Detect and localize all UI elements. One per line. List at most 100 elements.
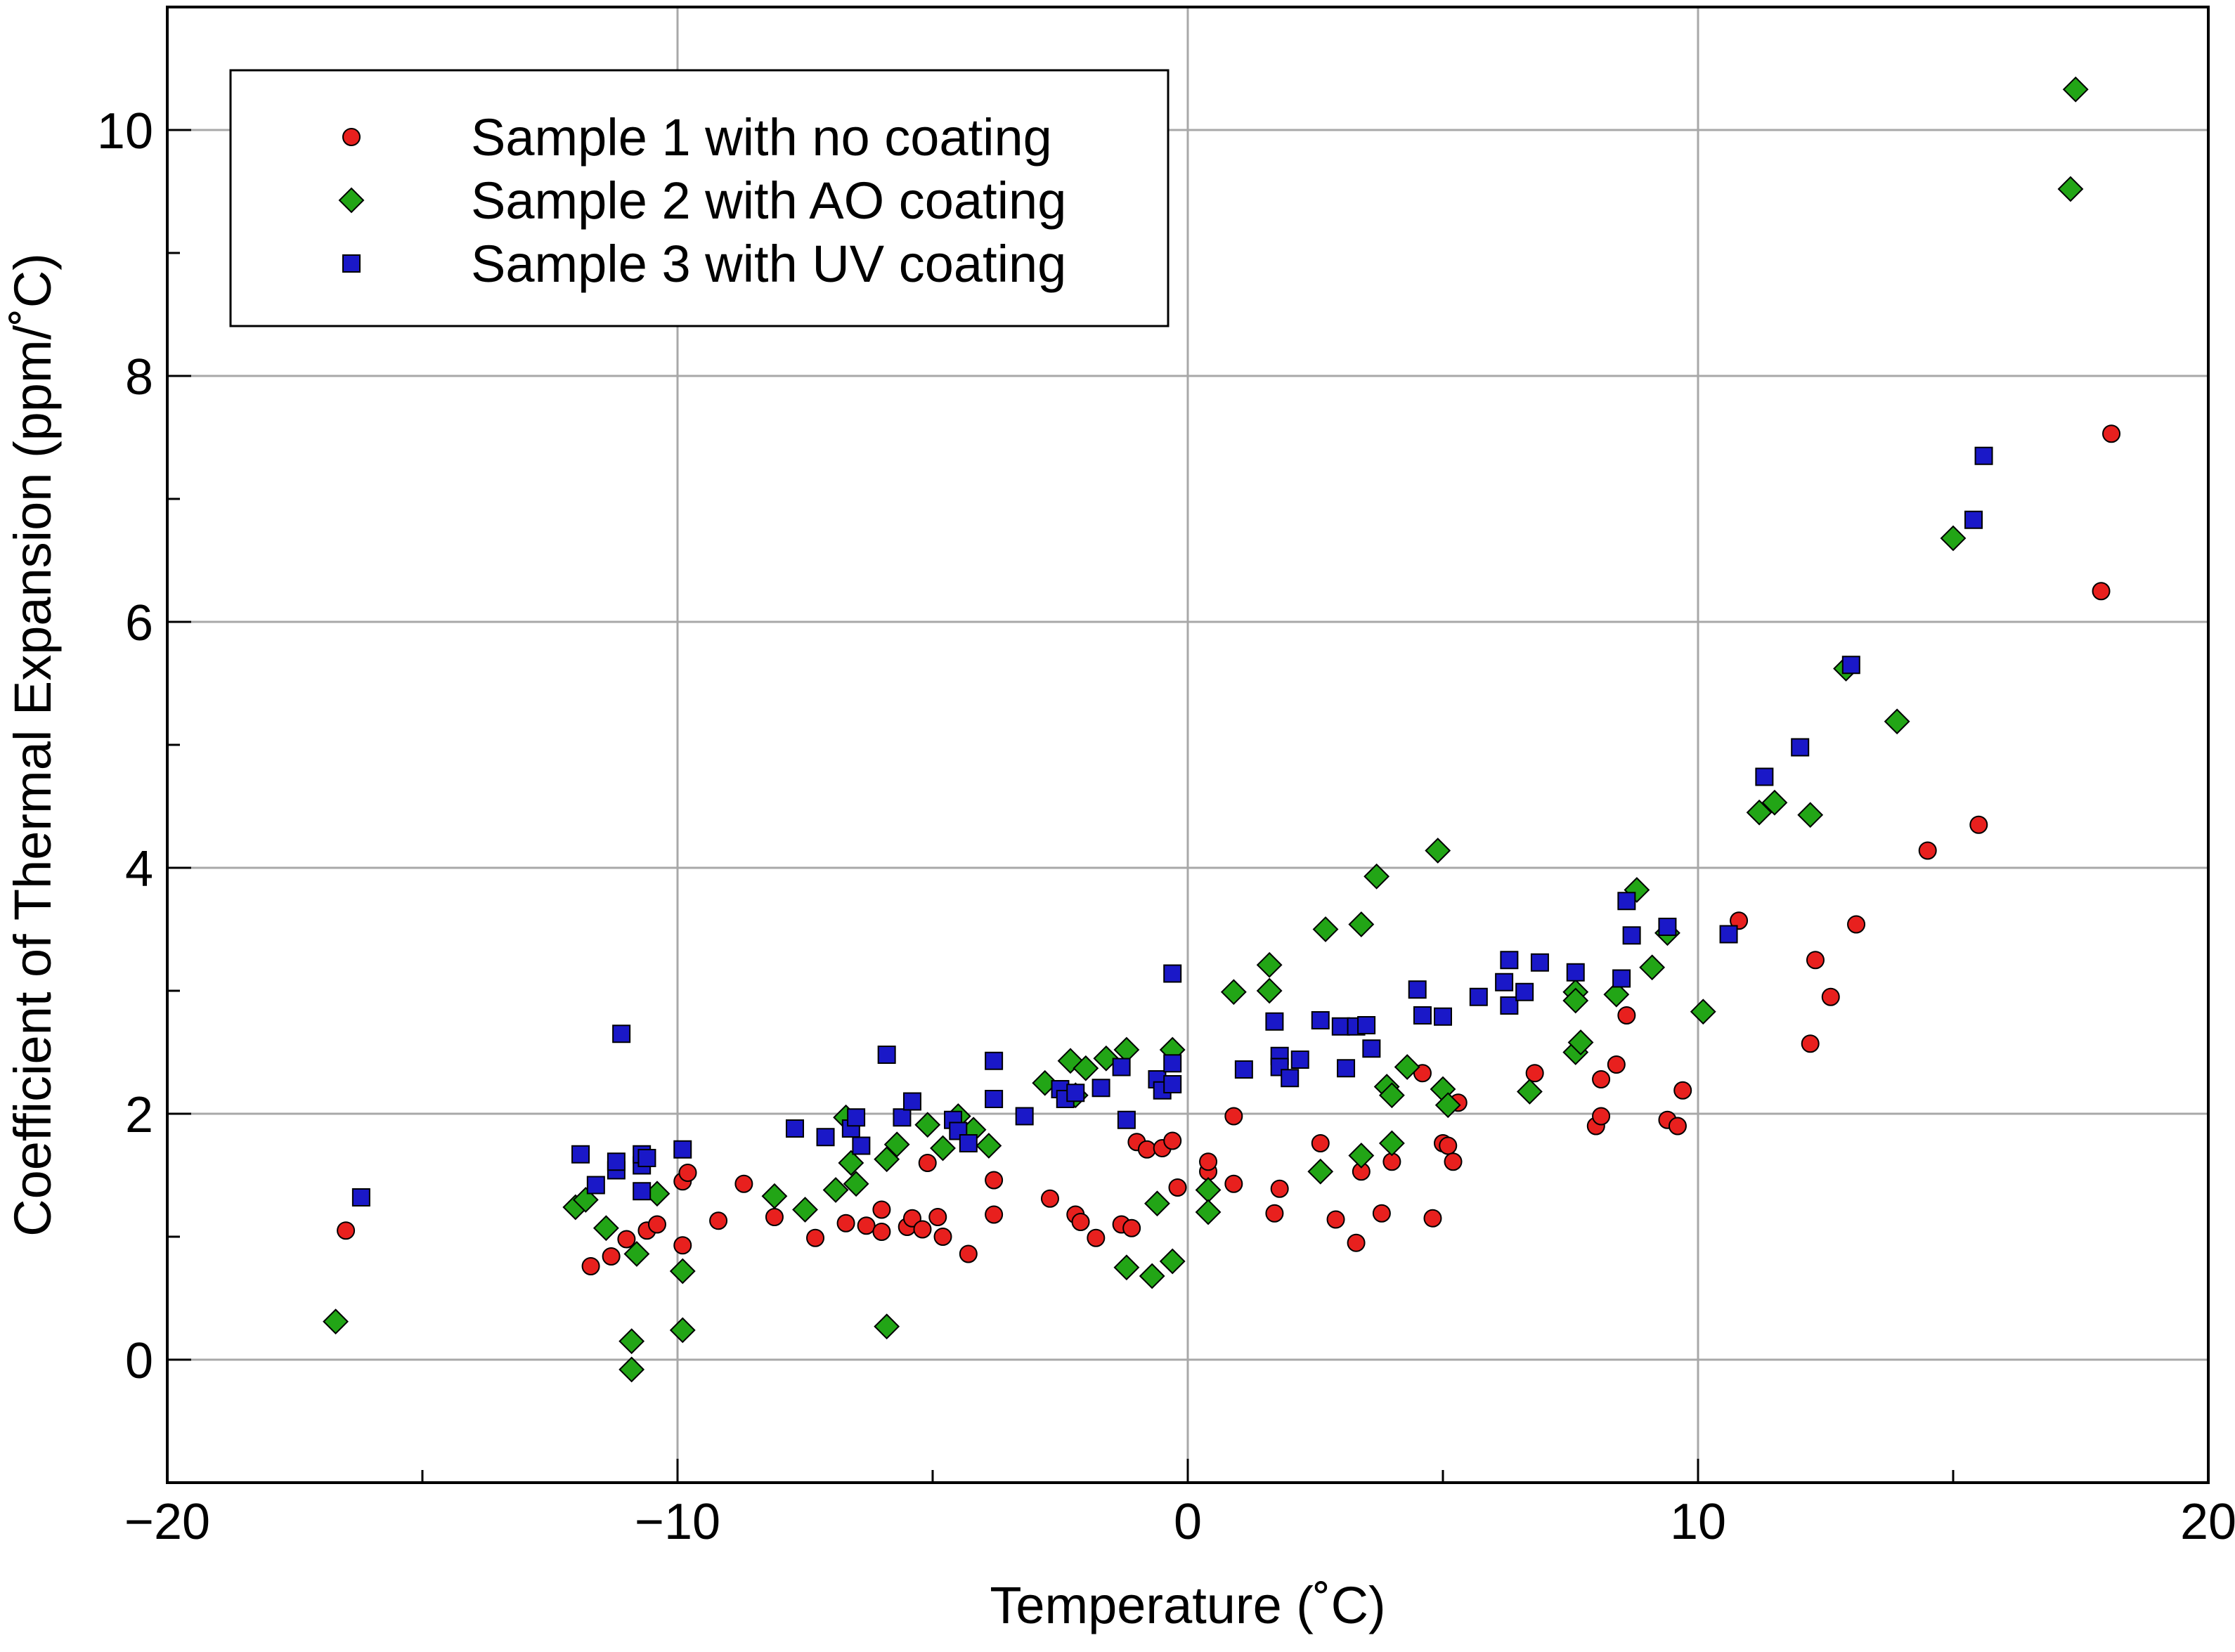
data-point-square — [1500, 951, 1519, 970]
data-point-circle — [913, 1220, 932, 1239]
y-tick-label: 0 — [125, 1333, 153, 1389]
data-point-diamond — [761, 1183, 788, 1209]
data-point-square — [1265, 1012, 1284, 1031]
data-point-diamond — [1032, 1069, 1058, 1096]
data-point-square — [1311, 1011, 1330, 1029]
data-point-circle — [709, 1211, 728, 1230]
data-point-circle — [933, 1228, 952, 1246]
data-point-diamond — [1746, 799, 1773, 826]
data-point-diamond — [1884, 708, 1910, 735]
data-point-diamond — [1256, 977, 1283, 1004]
data-point-diamond — [1220, 979, 1247, 1006]
data-point-circle — [918, 1154, 937, 1172]
data-point-square — [612, 1025, 631, 1043]
data-point-diamond — [1093, 1045, 1120, 1072]
data-point-square — [1500, 996, 1519, 1015]
data-point-circle — [734, 1174, 753, 1193]
data-point-square — [959, 1134, 978, 1152]
data-point-square — [1841, 656, 1860, 675]
data-point-diamond — [1517, 1079, 1543, 1105]
data-point-circle — [1122, 1218, 1141, 1237]
data-point-square — [1617, 892, 1636, 911]
data-point-square — [586, 1176, 605, 1195]
data-point-diamond — [1144, 1190, 1170, 1217]
data-point-square — [1658, 918, 1677, 936]
data-point-square — [1755, 767, 1774, 786]
x-tick-label: 10 — [1670, 1494, 1726, 1550]
data-point-circle — [1199, 1152, 1218, 1171]
data-point-diamond — [822, 1177, 849, 1203]
data-point-diamond — [874, 1146, 900, 1173]
data-point-diamond — [1761, 789, 1788, 816]
y-tick-label: 10 — [97, 103, 153, 160]
data-point-circle — [985, 1205, 1004, 1224]
data-point-circle — [1439, 1136, 1458, 1155]
data-point-square — [1495, 973, 1514, 991]
x-tick-label: 20 — [2180, 1494, 2235, 1550]
data-point-square — [1281, 1069, 1300, 1088]
data-point-circle — [1969, 815, 1988, 834]
data-point-diamond — [669, 1258, 696, 1284]
data-point-diamond — [2062, 76, 2089, 103]
tick-labels: −20 −10 0 10 20 0 2 4 6 8 10 — [97, 103, 2235, 1550]
legend-label: Sample 3 with UV coating — [471, 235, 1066, 293]
data-point-diamond — [1603, 981, 1630, 1008]
legend-label: Sample 2 with AO coating — [471, 171, 1066, 230]
data-point-diamond — [1363, 863, 1390, 890]
data-point-square — [902, 1092, 921, 1111]
data-point-diamond — [623, 1241, 650, 1267]
data-point-diamond — [618, 1356, 645, 1383]
data-point-circle — [806, 1228, 825, 1247]
data-point-square — [1408, 980, 1427, 999]
data-point-circle — [2092, 582, 2111, 601]
data-point-circle — [1444, 1152, 1463, 1171]
legend-marker-circle — [342, 128, 361, 146]
data-point-diamond — [1378, 1082, 1405, 1109]
series-3 — [351, 446, 1993, 1207]
data-point-circle — [872, 1223, 891, 1241]
data-point-square — [1163, 1075, 1182, 1093]
legend-marker-square — [342, 254, 361, 273]
data-point-diamond — [1940, 525, 1967, 552]
data-point-circle — [1040, 1189, 1059, 1208]
x-tick-label: −10 — [635, 1494, 720, 1550]
series-1 — [337, 424, 2121, 1275]
data-point-diamond — [1348, 1143, 1375, 1169]
data-point-square — [1612, 969, 1631, 988]
data-point-circle — [602, 1247, 621, 1266]
data-point-diamond — [883, 1131, 910, 1158]
data-point-square — [673, 1140, 692, 1159]
data-point-square — [1091, 1079, 1110, 1098]
data-point-diamond — [1394, 1054, 1420, 1080]
data-point-diamond — [930, 1135, 956, 1162]
data-point-square — [1413, 1006, 1432, 1025]
data-point-circle — [1617, 1006, 1636, 1025]
legend-box — [229, 69, 1170, 327]
data-point-diamond — [323, 1308, 349, 1335]
data-point-diamond — [1562, 987, 1589, 1014]
x-tick-label: −20 — [124, 1494, 210, 1550]
data-point-circle — [1806, 951, 1825, 970]
data-point-square — [1357, 1016, 1376, 1034]
data-point-circle — [1413, 1064, 1432, 1083]
data-point-circle — [337, 1221, 356, 1240]
data-point-circle — [617, 1230, 636, 1249]
data-point-diamond — [669, 1317, 696, 1344]
data-point-diamond — [1195, 1199, 1222, 1225]
data-point-circle — [2102, 424, 2121, 443]
data-point-square — [1434, 1007, 1452, 1026]
data-point-circle — [1592, 1107, 1611, 1126]
data-point-circle — [1270, 1179, 1289, 1198]
data-point-circle — [1372, 1204, 1391, 1223]
data-point-circle — [1730, 911, 1749, 930]
data-point-square — [1112, 1058, 1131, 1077]
data-point-square — [1469, 987, 1488, 1006]
data-point-square — [1290, 1051, 1309, 1069]
data-point-circle — [1347, 1233, 1366, 1252]
data-point-circle — [1163, 1131, 1182, 1150]
data-point-square — [571, 1145, 590, 1164]
data-point-square — [1337, 1059, 1356, 1078]
data-point-circle — [1847, 915, 1866, 934]
data-point-square — [852, 1136, 871, 1155]
